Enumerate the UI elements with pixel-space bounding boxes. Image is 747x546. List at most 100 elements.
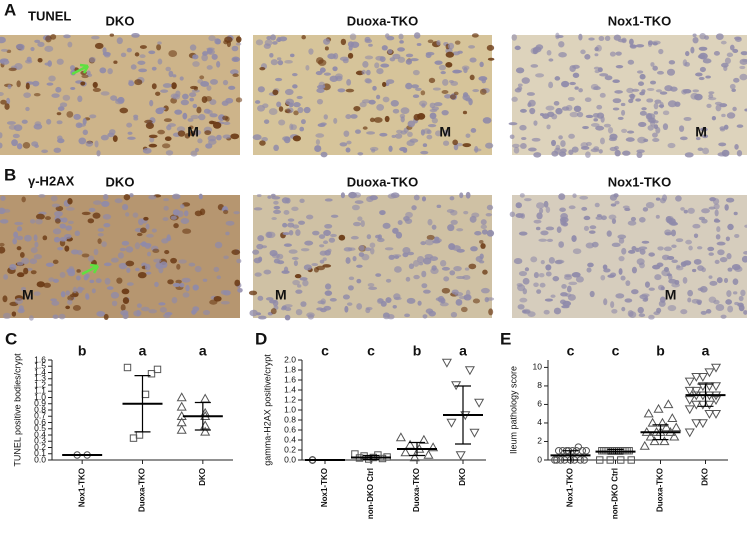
nucleus [718,142,727,147]
nucleus [584,97,592,103]
nucleus [587,262,594,268]
nucleus [724,57,731,64]
nucleus [34,39,41,44]
nucleus [583,215,591,221]
nucleus [282,222,288,228]
stained-nucleus [162,143,171,149]
nucleus [394,255,400,259]
nucleus [733,211,738,216]
nucleus [225,220,235,226]
point [441,358,452,368]
nucleus [381,45,388,51]
nucleus [115,98,124,102]
point [423,449,434,459]
nucleus [165,66,171,72]
stained-nucleus [234,279,241,287]
nucleus [725,299,733,305]
nucleus [545,206,551,213]
panel-label: B [4,165,16,184]
y-tick-label: 1.8 [284,364,296,374]
nucleus [527,102,532,108]
nucleus [209,113,218,118]
nucleus [651,132,658,138]
nucleus [545,271,552,277]
nucleus [511,96,518,102]
nucleus [273,258,281,264]
significance-letter: b [78,343,87,359]
nucleus [667,100,677,108]
nucleus [630,216,636,222]
stained-nucleus [231,249,241,255]
stained-nucleus [148,143,158,148]
nucleus [197,79,204,84]
nucleus [323,72,331,76]
stained-nucleus [69,293,79,298]
nucleus [30,46,35,52]
stained-nucleus [184,133,191,139]
nucleus [252,249,260,255]
stained-nucleus [278,106,284,112]
nucleus [446,209,455,213]
nucleus [508,122,518,126]
point [617,456,625,464]
nucleus [578,88,583,93]
nucleus [704,35,709,40]
nucleus [213,266,220,273]
nucleus [599,92,606,98]
nucleus [299,277,308,281]
nucleus [107,132,115,138]
nucleus [581,206,588,211]
nucleus [706,103,712,108]
nucleus [399,40,404,44]
nucleus [708,275,713,279]
nucleus [443,140,450,146]
nucleus [33,291,41,296]
nucleus [23,92,32,98]
nucleus [134,242,141,250]
nucleus [652,138,660,143]
stained-nucleus [121,288,130,295]
nucleus [450,81,459,86]
stained-nucleus [4,103,10,110]
stained-nucleus [413,113,421,121]
nucleus [126,267,131,273]
nucleus [639,262,645,269]
nucleus [558,241,565,248]
nucleus [732,291,738,295]
nucleus [256,193,262,198]
nucleus [509,211,516,218]
nucleus [631,266,637,274]
nucleus [471,212,480,218]
nucleus [95,278,102,284]
stained-nucleus [170,257,177,264]
nucleus [687,297,692,303]
nucleus [621,306,626,312]
nucleus [636,151,643,159]
nucleus [78,137,87,145]
nucleus [45,262,54,267]
stained-nucleus [19,252,25,258]
point [684,428,695,438]
stained-nucleus [81,253,90,258]
point [474,398,485,408]
nucleus [564,274,573,280]
nucleus [210,79,218,85]
nucleus [612,98,622,104]
nucleus [120,52,127,58]
nucleus [609,194,618,201]
nucleus [295,308,303,316]
nucleus [365,307,371,314]
nucleus [165,150,174,156]
nucleus [610,301,615,308]
nucleus [736,124,744,128]
nucleus [594,53,599,57]
nucleus [220,289,227,295]
significance-letter: c [567,343,575,359]
nucleus [345,147,351,153]
point [400,447,411,457]
nucleus [451,289,459,295]
nucleus [324,198,333,202]
nucleus [360,220,365,227]
nucleus [517,86,523,91]
significance-letter: c [612,343,620,359]
